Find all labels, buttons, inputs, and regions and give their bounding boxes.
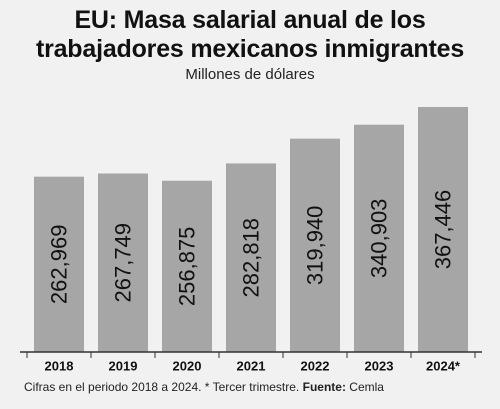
x-tick-label-2023: 2023 (365, 359, 394, 374)
footnote-note: Cifras en el periodo 2018 a 2024. * Terc… (24, 380, 300, 394)
data-label-2019: 267,749 (111, 223, 136, 303)
bar-2022 (290, 138, 340, 352)
footnote: Cifras en el periodo 2018 a 2024. * Terc… (24, 380, 384, 394)
x-tick-label-2022: 2022 (301, 359, 330, 374)
title-line-2: trabajadores mexicanos inmigrantes (35, 35, 465, 63)
data-label-2021: 282,818 (239, 218, 264, 298)
bar-2023 (354, 124, 404, 352)
x-tick-label-2018: 2018 (45, 359, 74, 374)
x-tick-label-2020: 2020 (173, 359, 202, 374)
footnote-source-label: Fuente: (302, 380, 346, 394)
x-tick-label-2019: 2019 (109, 359, 138, 374)
bar-2018 (34, 176, 84, 352)
footnote-source: Cemla (349, 380, 384, 394)
chart-title: EU: Masa salarial anual de los trabajado… (0, 6, 500, 64)
bar-2021 (226, 163, 276, 352)
data-label-2020: 256,875 (175, 227, 200, 307)
title-line-1: EU: Masa salarial anual de los (74, 6, 426, 34)
bar-2024 (418, 107, 468, 352)
data-label-2022: 319,940 (303, 206, 328, 286)
bar-2020 (162, 180, 212, 352)
x-tick-label-2024: 2024* (426, 359, 461, 374)
data-label-2023: 340,903 (367, 199, 392, 279)
data-label-2024: 367,446 (431, 190, 456, 270)
data-label-2018: 262,969 (47, 225, 72, 305)
bar-2019 (98, 173, 148, 352)
x-tick-label-2021: 2021 (237, 359, 266, 374)
chart-subtitle: Millones de dólares (185, 66, 315, 83)
